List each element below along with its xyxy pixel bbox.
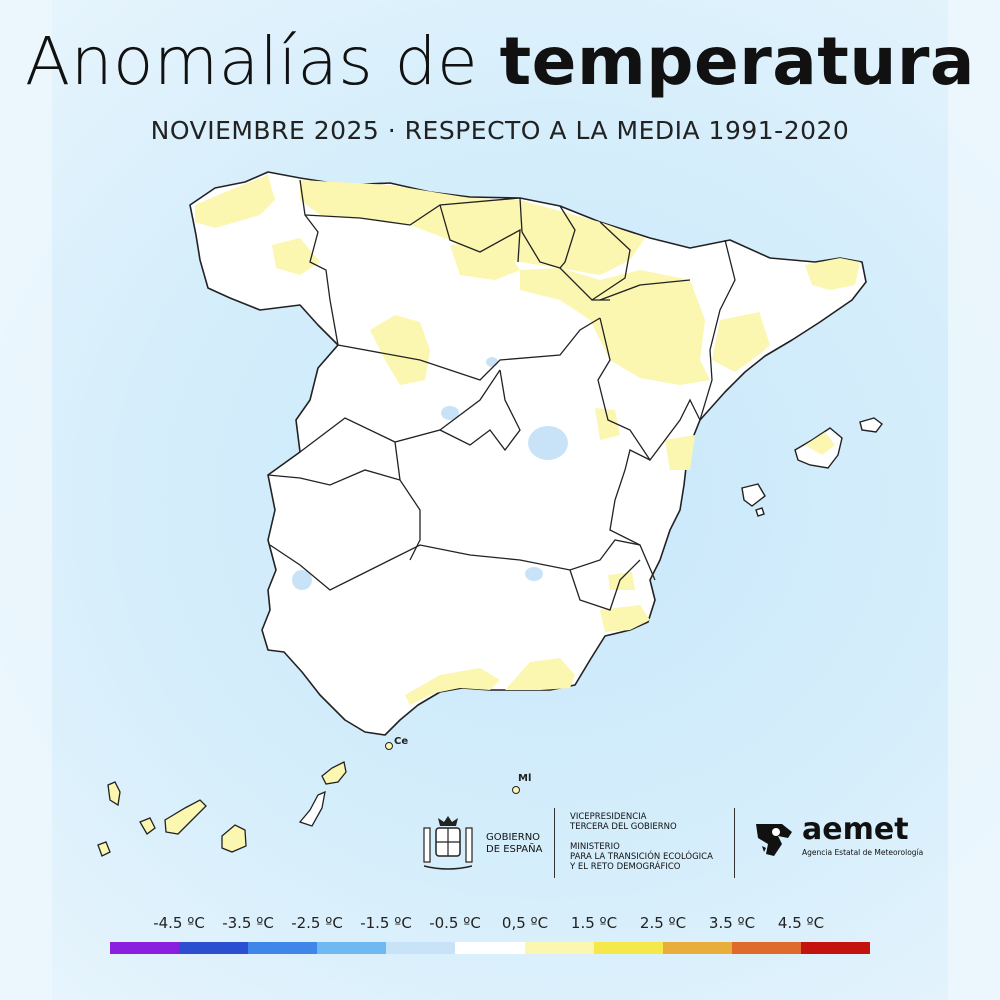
- left-panel: [0, 0, 52, 1000]
- ceuta-marker: [385, 742, 393, 750]
- aemet-wordmark: aemet: [802, 812, 909, 847]
- legend-swatch: [317, 942, 387, 954]
- legend-swatch: [731, 942, 801, 954]
- legend-label: -3.5 ºC: [222, 914, 274, 932]
- cool-anomaly-areas: [292, 357, 568, 590]
- legend-labels: -4.5 ºC -3.5 ºC -2.5 ºC -1.5 ºC -0.5 ºC …: [0, 914, 1000, 936]
- legend-swatch: [179, 942, 249, 954]
- balearic-islands: [741, 417, 883, 517]
- canary-islands: [97, 761, 347, 857]
- legend-swatch: [248, 942, 318, 954]
- warm-anomaly-areas: [195, 175, 860, 705]
- ceuta-label: Ce: [394, 736, 409, 747]
- vice-line-1: VICEPRESIDENCIA: [570, 812, 647, 822]
- region-boundaries: [267, 179, 736, 611]
- legend-label: -2.5 ºC: [291, 914, 343, 932]
- title-bold: temperatura: [499, 23, 975, 100]
- min-line-2: PARA LA TRANSICIÓN ECOLÓGICA: [570, 852, 713, 862]
- melilla-label: Ml: [518, 773, 532, 784]
- government-logo-block: GOBIERNO DE ESPAÑA VICEPRESIDENCIA TERCE…: [420, 808, 940, 888]
- legend-label: 1.5 ºC: [570, 914, 618, 932]
- legend-label: -1.5 ºC: [360, 914, 412, 932]
- legend-label: 0,5 ºC: [501, 914, 549, 932]
- title-light: Anomalías de: [25, 23, 479, 100]
- legend-swatch: [386, 942, 456, 954]
- gobierno-line-1: GOBIERNO: [486, 832, 541, 843]
- legend-label: -0.5 ºC: [429, 914, 481, 932]
- legend-label: 3.5 ºC: [708, 914, 756, 932]
- vice-line-2: TERCERA DEL GOBIERNO: [570, 822, 677, 832]
- legend-swatch: [110, 942, 180, 954]
- right-panel: [948, 0, 1000, 1000]
- gobierno-text: GOBIERNO DE ESPAÑA: [486, 832, 542, 856]
- legend-label: -4.5 ºC: [153, 914, 205, 932]
- page-title: Anomalías de temperatura: [0, 22, 1000, 102]
- vicepresidencia-text: VICEPRESIDENCIA TERCERA DEL GOBIERNO: [570, 812, 677, 832]
- aemet-logo: aemet Agencia Estatal de Meteorología: [752, 812, 923, 866]
- footer-separator-2: [734, 808, 735, 878]
- gobierno-line-2: DE ESPAÑA: [486, 844, 543, 855]
- legend-label: 4.5 ºC: [777, 914, 825, 932]
- page-subtitle: NOVIEMBRE 2025 · RESPECTO A LA MEDIA 199…: [150, 116, 850, 145]
- legend-swatch: [524, 942, 594, 954]
- min-line-1: MINISTERIO: [570, 842, 620, 852]
- legend-color-bar: [110, 942, 871, 954]
- melilla-marker: [512, 786, 520, 794]
- legend-label: 2.5 ºC: [639, 914, 687, 932]
- legend-swatch: [593, 942, 663, 954]
- legend-swatch: [662, 942, 732, 954]
- coat-of-arms-icon: [423, 816, 473, 870]
- legend-swatch: [455, 942, 525, 954]
- legend-swatch: [800, 942, 871, 954]
- footer-separator: [554, 808, 555, 878]
- ministerio-text: MINISTERIO PARA LA TRANSICIÓN ECOLÓGICA …: [570, 842, 713, 872]
- aemet-subtitle: Agencia Estatal de Meteorología: [802, 848, 924, 857]
- aemet-emblem-icon: [756, 824, 792, 856]
- min-line-3: Y EL RETO DEMOGRÁFICO: [570, 862, 681, 872]
